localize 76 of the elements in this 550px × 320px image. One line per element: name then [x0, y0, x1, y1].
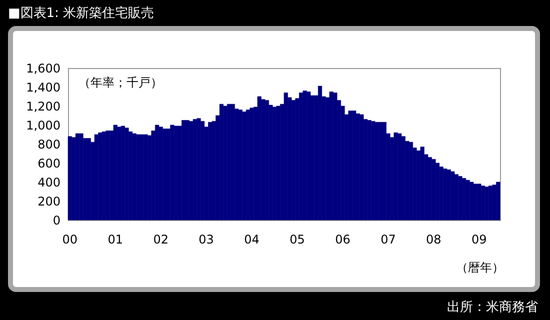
bar [238, 110, 242, 220]
bar [473, 184, 478, 220]
bar [257, 96, 262, 220]
x-tick-label: 02 [153, 232, 168, 246]
text: 出所：米商務省 [447, 299, 538, 316]
x-tick-label: 01 [108, 232, 124, 246]
bar [132, 133, 136, 220]
chart-title: ■図表1: 米新築住宅販売 [8, 5, 154, 22]
y-tick-label: 1,200 [26, 100, 60, 114]
bar [382, 122, 386, 220]
bar [192, 119, 197, 220]
bar [223, 106, 228, 220]
bar [170, 124, 174, 220]
x-tick-label: 07 [380, 232, 396, 246]
bar [250, 108, 254, 220]
y-tick-label: 1,400 [26, 80, 60, 94]
x-tick-label: 08 [426, 232, 442, 246]
bar [496, 182, 500, 220]
bar [106, 130, 110, 220]
x-axis-title: （暦年） [456, 260, 504, 274]
bar [196, 118, 201, 220]
bar [230, 104, 235, 220]
bar [356, 113, 360, 220]
bar [140, 134, 144, 220]
bar [428, 157, 432, 220]
y-axis-title: （年率；千戸） [78, 76, 162, 90]
bar [68, 136, 72, 220]
bar [94, 134, 98, 220]
x-tick-label: 09 [472, 232, 487, 246]
bar [432, 159, 436, 220]
bar [439, 166, 444, 220]
bar [276, 106, 280, 220]
bar [98, 132, 102, 220]
x-tick-label: 04 [244, 232, 260, 246]
x-tick-label: 03 [198, 232, 214, 246]
bar [310, 95, 314, 220]
y-tick-label: 400 [38, 176, 60, 190]
bar [158, 126, 163, 220]
bar [458, 176, 462, 220]
bar [408, 142, 413, 220]
x-tick-label: 06 [335, 232, 350, 246]
bar [454, 174, 458, 220]
bar [185, 120, 190, 220]
bar [374, 122, 379, 220]
bar [264, 100, 269, 220]
bar [79, 133, 84, 220]
bar [302, 90, 307, 220]
x-tick-label: 00 [62, 232, 78, 246]
bar [144, 134, 148, 220]
bar [124, 128, 129, 220]
y-tick-label: 0 [52, 214, 60, 228]
bar [284, 92, 288, 220]
bar [480, 186, 485, 220]
bar [120, 126, 125, 220]
bar [420, 146, 424, 220]
bar [242, 112, 246, 220]
bar [401, 136, 406, 220]
bar [394, 132, 398, 220]
y-tick-label: 600 [38, 156, 60, 170]
bar [484, 186, 489, 220]
bar [466, 180, 470, 220]
y-tick-label: 1,000 [26, 118, 60, 132]
x-tick-label: 05 [290, 232, 305, 246]
bar [446, 170, 451, 220]
bar [113, 124, 118, 220]
bar [329, 92, 334, 220]
bar [492, 184, 496, 220]
bar [348, 110, 352, 220]
bar [360, 114, 364, 220]
y-tick-label: 1,600 [26, 62, 60, 76]
y-tick-label: 200 [38, 194, 60, 208]
y-tick-label: 800 [38, 138, 60, 152]
bar [367, 120, 372, 220]
bar [166, 128, 170, 220]
bar [72, 137, 76, 220]
bar [86, 138, 91, 220]
